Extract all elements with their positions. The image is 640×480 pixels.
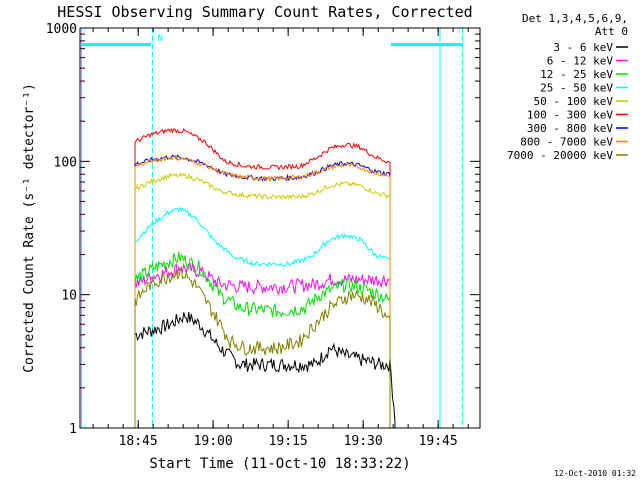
series-line — [134, 251, 391, 428]
plot-area: N — [81, 28, 463, 428]
legend-header: Att 0 — [595, 25, 628, 38]
series-line — [134, 262, 391, 428]
legend-entry-label: 800 - 7000 keV — [520, 136, 613, 149]
legend-entry-label: 50 - 100 keV — [534, 95, 614, 108]
legend-entry-label: 3 - 6 keV — [553, 41, 613, 54]
series-line — [134, 127, 391, 428]
y-tick-label: 10 — [61, 289, 77, 304]
y-axis-label: Corrected Count Rate (s⁻¹ detector⁻¹) — [22, 83, 37, 373]
night-marker-label: N — [158, 34, 163, 44]
y-tick-label: 1000 — [46, 22, 77, 37]
x-tick-label: 19:15 — [269, 434, 308, 449]
series-line — [134, 266, 391, 428]
x-tick-label: 19:45 — [419, 434, 458, 449]
series-line — [134, 206, 391, 428]
legend-entry-label: 25 - 50 keV — [540, 82, 613, 95]
series-line — [134, 311, 396, 428]
x-tick-label: 18:45 — [119, 434, 158, 449]
x-axis-label: Start Time (11-Oct-10 18:33:22) — [149, 456, 410, 472]
legend-entry-label: 6 - 12 keV — [547, 55, 614, 68]
y-tick-label: 100 — [54, 155, 77, 170]
legend-entry-label: 12 - 25 keV — [540, 68, 613, 81]
legend-entry-label: 300 - 800 keV — [527, 122, 613, 135]
x-tick-label: 19:30 — [344, 434, 383, 449]
timestamp: 12-Oct-2010 01:32 — [554, 469, 636, 478]
y-tick-label: 1 — [69, 422, 77, 437]
series-line — [134, 172, 391, 428]
chart-title: HESSI Observing Summary Count Rates, Cor… — [57, 3, 472, 21]
legend-entry-label: 100 - 300 keV — [527, 109, 613, 122]
series-line — [134, 155, 391, 428]
x-tick-label: 19:00 — [194, 434, 233, 449]
legend-entry-label: 7000 - 20000 keV — [507, 149, 613, 162]
legend-header: Det 1,3,4,5,6,9, — [522, 12, 628, 25]
axes: 18:45 19:00 19:15 19:30 19:45 1 10 100 1000 — [46, 22, 481, 449]
plot-frame — [79, 27, 481, 429]
